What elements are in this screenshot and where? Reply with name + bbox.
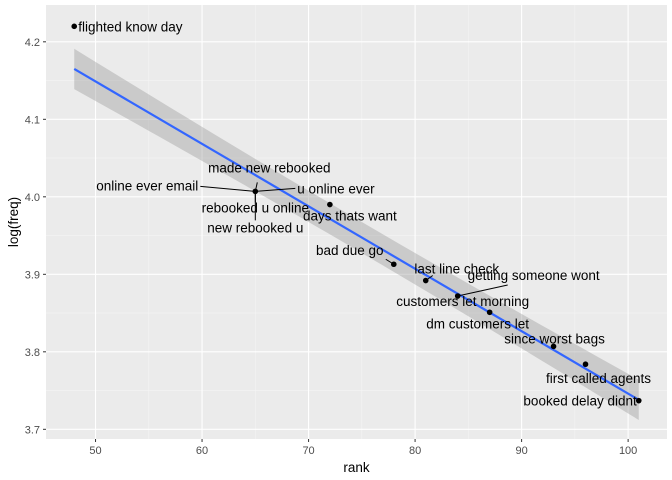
point-label: flighted know day (78, 19, 183, 34)
point-label: dm customers let (426, 316, 529, 331)
point-label: last line check (414, 262, 499, 277)
point-label: made new rebooked (208, 160, 330, 175)
y-tick-label: 3.9 (25, 269, 40, 281)
x-tick-label: 90 (515, 445, 527, 457)
y-tick-label: 4.0 (25, 192, 40, 204)
x-tick-label: 50 (89, 445, 101, 457)
point-label: days thats want (303, 209, 397, 224)
label-leader-line (425, 275, 434, 281)
x-tick-label: 100 (619, 445, 637, 457)
point-label: first called agents (546, 371, 651, 386)
data-point (550, 343, 557, 350)
x-tick-label: 70 (302, 445, 314, 457)
point-label: getting someone wont (468, 268, 600, 283)
point-label: booked delay didnt (523, 394, 637, 409)
fit-line (73, 67, 640, 401)
x-tick-label: 60 (196, 445, 208, 457)
label-leader-line (457, 284, 508, 297)
x-axis-title: rank (343, 460, 370, 475)
y-tick-label: 3.7 (25, 424, 40, 436)
y-axis: 3.7 3.8 3.9 4.0 4.1 4.2 (25, 37, 46, 436)
point-label: customers let morning (396, 294, 529, 309)
x-tick-label: 80 (409, 445, 421, 457)
y-tick-label: 3.8 (25, 347, 40, 359)
y-axis-title: log(freq) (6, 197, 21, 247)
label-leaders (200, 182, 508, 297)
data-point (327, 201, 333, 208)
plot-panel (46, 5, 667, 439)
point-label: new rebooked u (207, 220, 303, 235)
point-labels: flighted know day made new rebooked online… (78, 19, 651, 408)
label-leader-line (200, 185, 256, 192)
label-leader-line (385, 258, 395, 265)
y-tick-label: 4.2 (25, 37, 40, 49)
y-tick-label: 4.1 (25, 114, 40, 126)
data-point (582, 361, 589, 368)
point-label: rebooked u online (202, 200, 309, 215)
point-label: u online ever (297, 181, 375, 196)
data-point (635, 397, 642, 404)
data-point (486, 309, 493, 316)
point-label: online ever email (96, 178, 198, 193)
point-label: bad due go (316, 243, 384, 258)
data-point (71, 23, 78, 30)
grid-minor (46, 5, 667, 439)
grid-major (46, 5, 667, 439)
fit-line-layer (73, 67, 640, 401)
label-leader-line (254, 182, 258, 192)
point-label: since worst bags (504, 331, 605, 346)
x-axis: 50 60 70 80 90 100 (89, 439, 637, 457)
label-leader-line (255, 187, 296, 192)
